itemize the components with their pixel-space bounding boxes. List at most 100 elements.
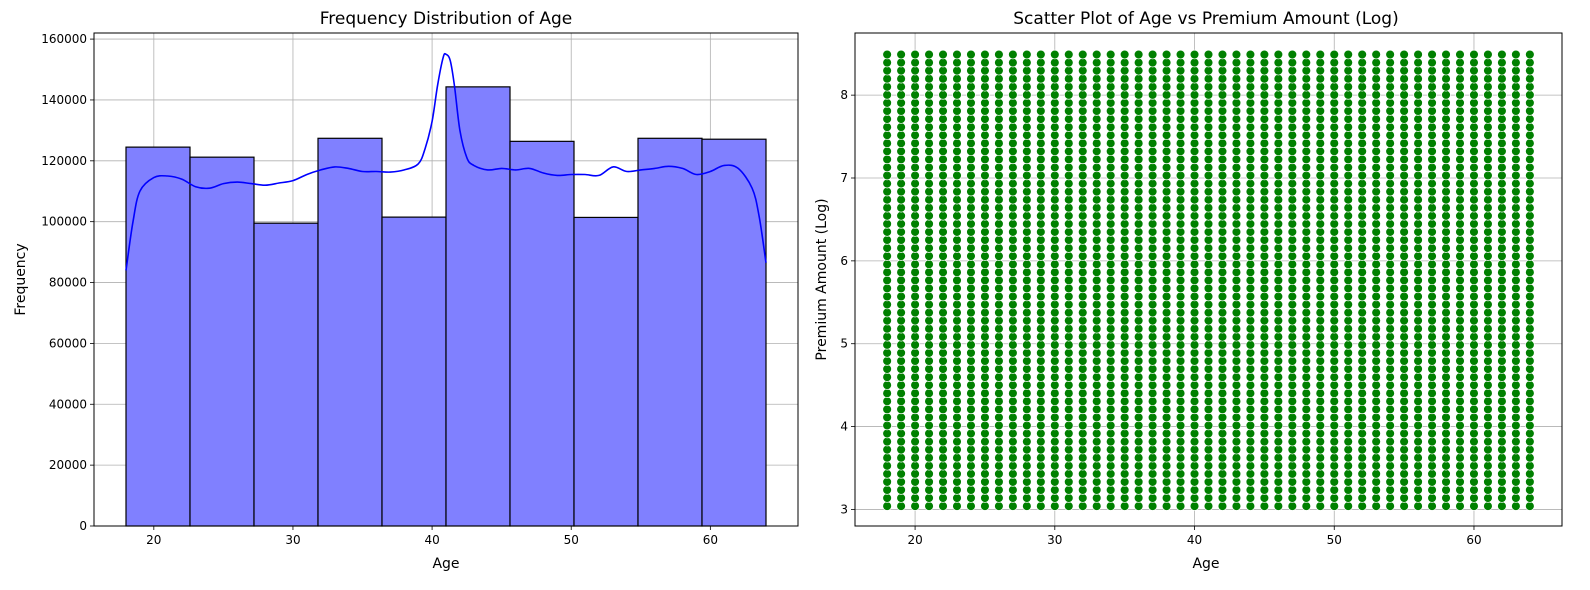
scatter-point [1385,98,1395,108]
scatter-point [1315,138,1326,148]
scatter-point [1077,114,1088,124]
scatter-point [952,299,962,310]
scatter-point [1091,501,1102,511]
scatter-point [1483,82,1493,92]
scatter-point [1371,436,1381,447]
scatter-point [1413,203,1423,213]
scatter-point [1259,307,1270,318]
scatter-point [1315,146,1326,157]
scatter-point [1525,444,1535,455]
scatter-point [1064,178,1074,189]
scatter-point [1413,388,1423,398]
scatter-point [966,154,976,165]
scatter-point [1273,461,1284,471]
scatter-point [994,211,1004,221]
scatter-point [1497,138,1507,148]
scatter-point [1413,235,1423,245]
scatter-point [1525,98,1535,108]
scatter-point [1161,404,1172,415]
scatter-point [1441,380,1451,390]
scatter-point [1050,259,1060,269]
scatter-point [924,364,934,374]
scatter-point [1105,501,1116,511]
scatter-point [1175,243,1186,253]
scatter-point [1427,243,1437,253]
scatter-point [1036,122,1046,132]
scatter-point [1455,380,1465,390]
scatter-point [1385,436,1395,447]
scatter-point [1036,291,1046,302]
scatter-age-column [1133,49,1144,511]
scatter-point [1161,493,1172,503]
scatter-point [1008,364,1018,374]
scatter-point [1315,444,1326,455]
scatter-point [1413,461,1423,471]
scatter-point [1469,428,1479,439]
scatter-point [1287,186,1298,197]
scatter-point [1315,283,1326,294]
scatter-point [980,65,990,76]
scatter-point [1091,307,1102,318]
scatter-point [1273,380,1284,390]
scatter-point [1315,388,1326,398]
scatter-point [1259,219,1270,229]
scatter-point [1301,154,1312,165]
scatter-point [1315,106,1326,116]
scatter-point [1133,477,1144,487]
scatter-point [1469,493,1479,503]
scatter-point [966,501,976,511]
scatter-point [1497,444,1507,455]
scatter-point [910,243,920,253]
scatter-point [1203,388,1214,398]
scatter-point [1259,251,1270,261]
scatter-point [910,501,920,511]
scatter-point [1301,251,1312,261]
scatter-point [1175,219,1186,229]
scatter-point [1525,219,1535,229]
scatter-point [1008,146,1018,157]
scatter-point [1371,130,1381,140]
scatter-point [1064,380,1074,390]
scatter-point [1399,485,1409,495]
scatter-point [1357,436,1367,447]
scatter-point [1413,436,1423,447]
scatter-point [1147,154,1158,165]
scatter-point [938,315,948,326]
scatter-point [1427,469,1437,479]
scatter-point [1008,388,1018,398]
scatter-point [1357,130,1367,140]
scatter-point [882,162,892,173]
scatter-point [1189,436,1200,447]
scatter-point [1147,493,1158,503]
scatter-point [1259,452,1270,463]
scatter-point [1119,420,1130,431]
scatter-point [1091,227,1102,237]
scatter-point [1077,90,1088,100]
scatter-point [1050,170,1060,181]
scatter-point [1133,501,1144,511]
scatter-point [1119,154,1130,165]
scatter-point [1189,469,1200,479]
scatter-point [1329,315,1340,326]
scatter-point [980,170,990,181]
scatter-point [1050,388,1060,398]
scatter-point [1064,57,1074,68]
scatter-point [1231,98,1242,108]
scatter-point [994,348,1004,358]
scatter-point [1441,444,1451,455]
scatter-point [1050,275,1060,286]
scatter-point [1427,267,1437,278]
histogram-y-tick-label: 20000 [49,458,87,472]
scatter-point [1497,307,1507,318]
scatter-point [1147,404,1158,415]
scatter-point [1133,162,1144,173]
scatter-point [1371,251,1381,261]
scatter-point [1455,412,1465,423]
scatter-point [1525,380,1535,390]
scatter-point [910,315,920,326]
scatter-point [1259,501,1270,511]
scatter-point [1105,404,1116,415]
scatter-point [1077,82,1088,92]
scatter-point [1357,98,1367,108]
scatter-y-tick-label: 5 [840,337,848,351]
